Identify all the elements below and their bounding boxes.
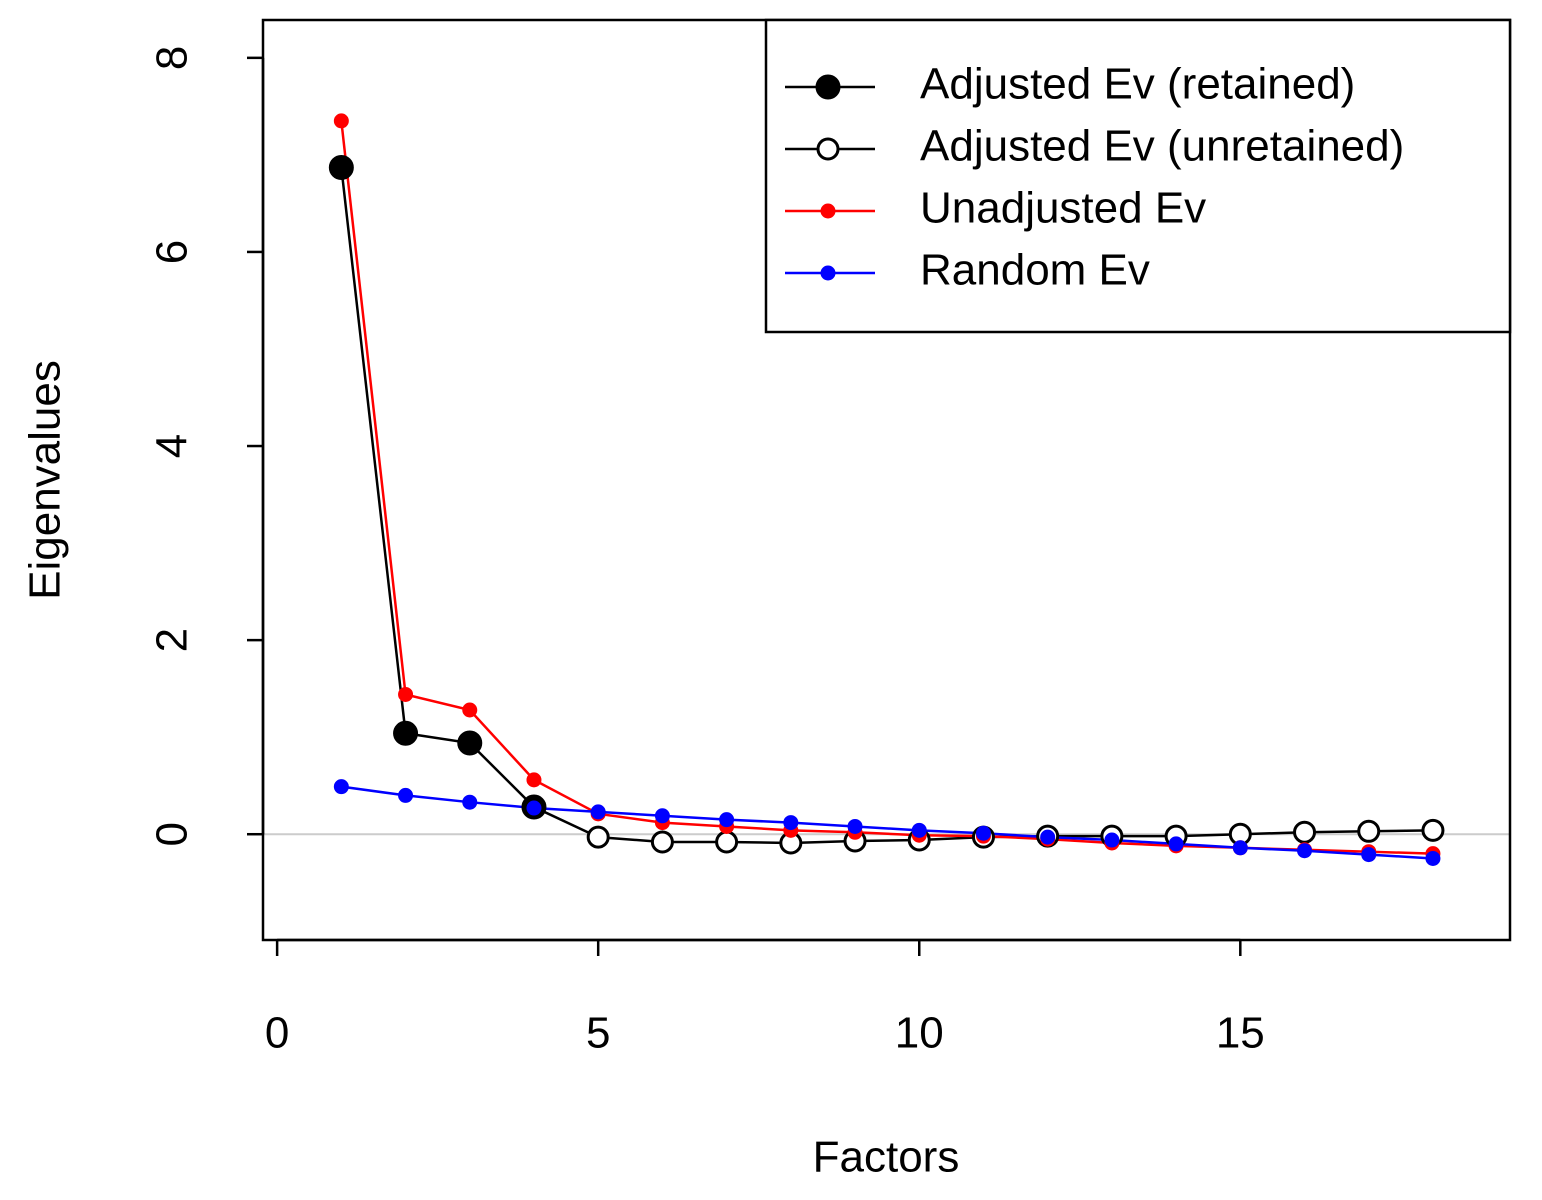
data-point (783, 815, 799, 831)
data-point (398, 686, 414, 702)
data-point (393, 720, 419, 746)
data-point (462, 702, 478, 718)
x-tick-label: 0 (265, 1009, 289, 1058)
y-tick-label: 4 (148, 434, 197, 458)
data-point (1104, 832, 1120, 848)
y-tick-label: 0 (148, 822, 197, 846)
data-point (975, 825, 991, 841)
x-tick-label: 5 (586, 1009, 610, 1058)
x-tick-label: 15 (1216, 1009, 1265, 1058)
data-point (1425, 850, 1441, 866)
legend-marker (816, 137, 840, 161)
y-tick-label: 8 (148, 46, 197, 70)
data-point (586, 825, 610, 849)
data-point (1361, 847, 1377, 863)
data-point (590, 804, 606, 820)
legend-marker (820, 265, 836, 281)
data-point (1421, 818, 1445, 842)
data-point (1293, 820, 1317, 844)
data-point (1357, 819, 1381, 843)
legend-label: Random Ev (920, 246, 1150, 295)
data-point (333, 779, 349, 795)
legend-label: Adjusted Ev (retained) (920, 60, 1355, 109)
y-tick-label: 2 (148, 628, 197, 652)
data-point (715, 830, 739, 854)
data-point (1040, 829, 1056, 845)
y-axis-label: Eigenvalues (21, 360, 70, 600)
legend-marker (815, 74, 841, 100)
legend-marker (820, 203, 836, 219)
legend-label: Unadjusted Ev (920, 184, 1206, 233)
y-tick-label: 6 (148, 240, 197, 264)
data-point (333, 113, 349, 129)
x-axis-label: Factors (813, 1133, 960, 1182)
data-point (911, 822, 927, 838)
data-point (457, 730, 483, 756)
data-point (719, 812, 735, 828)
data-point (1168, 836, 1184, 852)
x-tick-label: 10 (895, 1009, 944, 1058)
data-point (650, 830, 674, 854)
data-point (328, 155, 354, 181)
data-point (1297, 843, 1313, 859)
data-point (526, 800, 542, 816)
data-point (654, 808, 670, 824)
data-point (1232, 840, 1248, 856)
data-point (847, 818, 863, 834)
legend-box (764, 18, 1512, 334)
data-point (398, 787, 414, 803)
legend-label: Adjusted Ev (unretained) (920, 122, 1404, 171)
data-point (462, 794, 478, 810)
data-point (526, 772, 542, 788)
